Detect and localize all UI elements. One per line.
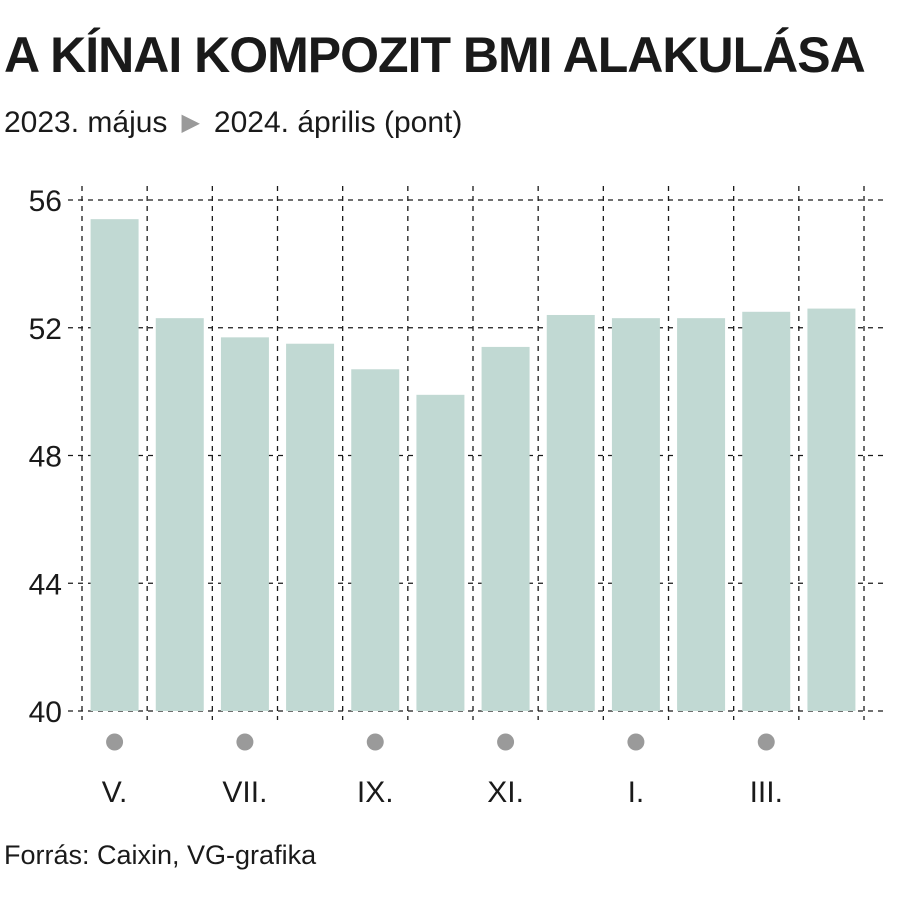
x-tick-label-ix: IX. [357,776,394,809]
bars [90,219,856,711]
subtitle-start: 2023. május [4,106,168,139]
bar-vii [220,337,269,711]
bar-ii [677,318,726,711]
y-tick-label-44: 44 [29,568,62,601]
bar-vi [155,318,204,711]
x-tick-label-i: I. [628,776,645,809]
x-marker-dot [497,733,515,751]
x-marker-dot [627,733,645,751]
x-tick-label-vii: VII. [222,776,267,809]
bar-xi [481,346,530,711]
triangle-right-icon: ▶ [181,109,200,136]
x-tick-label-iii: III. [750,776,783,809]
source-note: Forrás: Caixin, VG-grafika [4,840,317,870]
x-marker-dot [757,733,775,751]
x-tick-label-v: V. [102,776,128,809]
bar-ix [351,369,400,711]
x-marker-dot [236,733,254,751]
x-axis-markers [106,733,775,751]
y-tick-label-52: 52 [29,313,62,346]
subtitle-end: 2024. április (pont) [213,106,463,139]
bar-i [611,318,660,711]
bar-iv [807,308,856,711]
x-marker-dot [106,733,124,751]
bar-viii [286,343,335,711]
y-axis-ticks: 40 44 48 52 56 [29,185,62,729]
x-axis-labels: V. VII. IX. XI. I. III. [102,776,783,809]
bar-xii [546,314,595,711]
bar-iii [742,311,791,711]
chart-subtitle: 2023. május ▶ 2024. április (pont) [4,108,462,138]
bar-x [416,394,465,711]
y-tick-label-40: 40 [29,696,62,729]
x-marker-dot [366,733,384,751]
x-tick-label-xi: XI. [487,776,524,809]
y-tick-label-56: 56 [29,185,62,218]
bar-v [90,219,139,711]
y-tick-label-48: 48 [29,441,62,474]
chart-title: A KÍNAI KOMPOZIT BMI ALAKULÁSA [4,27,866,83]
